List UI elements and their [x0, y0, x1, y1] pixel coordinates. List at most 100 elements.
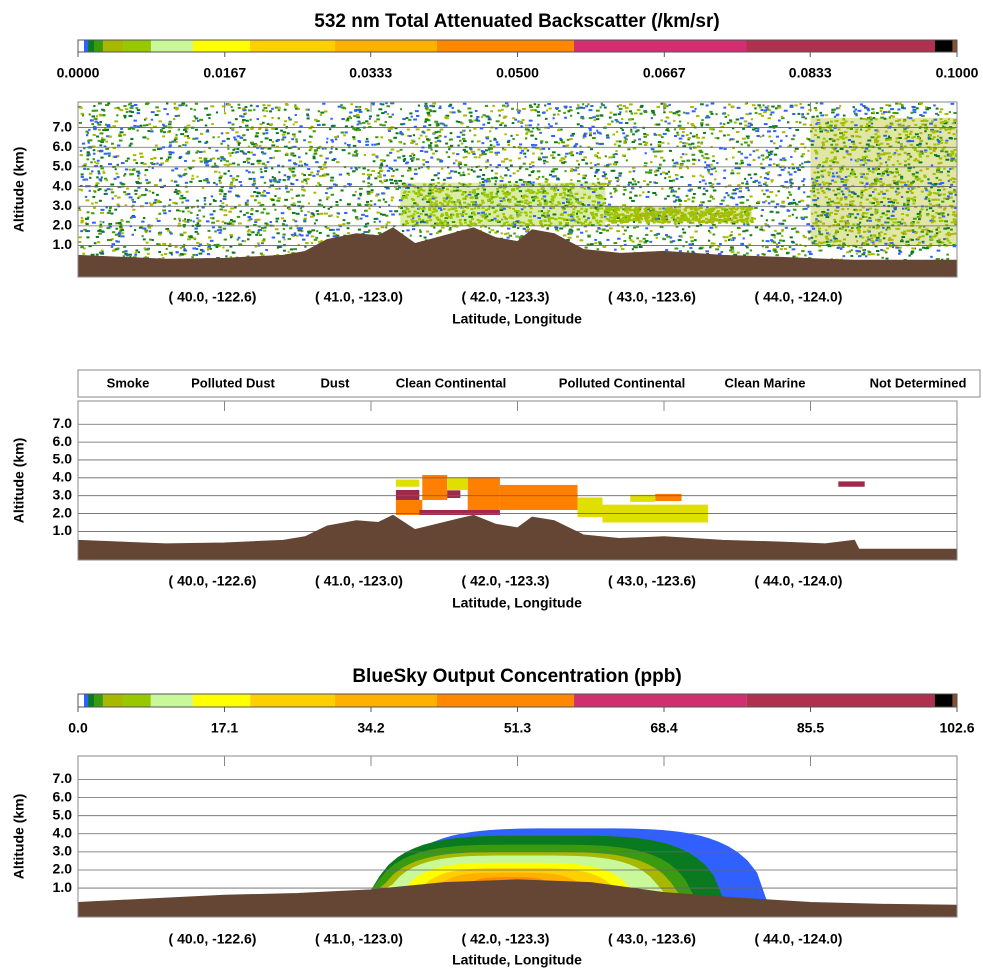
noise-speckle	[123, 134, 126, 136]
noise-speckle	[702, 137, 705, 139]
noise-speckle	[917, 213, 921, 215]
noise-speckle	[275, 181, 279, 183]
noise-speckle	[236, 141, 239, 143]
noise-speckle	[692, 163, 695, 165]
noise-speckle	[359, 123, 362, 125]
noise-speckle	[789, 173, 793, 175]
noise-speckle	[796, 231, 799, 233]
noise-speckle	[192, 120, 195, 122]
noise-speckle	[546, 109, 548, 111]
noise-speckle	[367, 174, 371, 176]
noise-speckle	[954, 138, 956, 140]
noise-speckle	[227, 138, 230, 140]
noise-speckle	[604, 107, 607, 109]
noise-speckle	[836, 172, 838, 174]
noise-speckle	[574, 169, 577, 171]
noise-speckle	[774, 236, 776, 238]
noise-speckle	[82, 143, 85, 145]
noise-speckle	[142, 136, 146, 138]
noise-speckle	[617, 105, 619, 107]
noise-speckle	[615, 150, 617, 152]
noise-speckle	[667, 195, 670, 197]
noise-speckle	[305, 109, 307, 111]
noise-speckle	[507, 169, 509, 171]
noise-speckle	[383, 199, 385, 201]
noise-speckle	[684, 200, 687, 202]
noise-speckle	[201, 206, 204, 208]
noise-speckle	[538, 157, 541, 159]
noise-speckle	[886, 143, 889, 145]
noise-speckle	[949, 197, 952, 199]
noise-speckle	[228, 211, 232, 213]
noise-speckle	[537, 115, 540, 117]
colorbar-segment	[193, 40, 250, 52]
noise-speckle	[529, 163, 531, 165]
noise-speckle	[497, 152, 500, 154]
noise-speckle	[336, 235, 339, 237]
noise-speckle	[79, 236, 82, 238]
noise-speckle	[905, 241, 909, 243]
noise-speckle	[512, 138, 514, 140]
noise-speckle	[555, 123, 558, 125]
noise-speckle	[597, 182, 600, 184]
noise-speckle	[254, 219, 258, 221]
noise-speckle	[91, 123, 94, 125]
colorbar-tick-label: 0.0000	[57, 65, 100, 81]
noise-speckle	[731, 106, 734, 108]
noise-speckle	[916, 107, 919, 109]
noise-speckle	[134, 104, 137, 106]
noise-speckle	[366, 201, 369, 203]
noise-speckle	[260, 204, 264, 206]
noise-speckle	[605, 177, 609, 179]
noise-speckle	[655, 174, 658, 176]
noise-speckle	[214, 163, 216, 165]
noise-speckle	[746, 252, 749, 254]
noise-speckle	[741, 162, 744, 164]
noise-speckle	[531, 171, 534, 173]
noise-speckle	[364, 210, 368, 212]
noise-speckle	[867, 168, 869, 170]
noise-speckle	[385, 121, 387, 123]
noise-speckle	[146, 248, 149, 250]
noise-speckle	[426, 138, 429, 140]
noise-speckle	[587, 243, 590, 245]
noise-speckle	[589, 117, 593, 119]
noise-speckle	[920, 231, 924, 233]
noise-speckle	[594, 164, 596, 166]
noise-speckle	[767, 196, 770, 198]
noise-speckle	[369, 118, 371, 120]
noise-speckle	[277, 197, 280, 199]
noise-speckle	[481, 116, 483, 118]
noise-speckle	[940, 194, 942, 196]
noise-speckle	[120, 182, 122, 184]
colorbar-tick-label: 0.1000	[936, 65, 979, 81]
noise-speckle	[724, 240, 727, 242]
noise-speckle	[694, 239, 697, 241]
noise-speckle	[180, 234, 183, 236]
noise-speckle	[98, 129, 101, 131]
noise-speckle	[924, 247, 927, 249]
noise-speckle	[676, 111, 679, 113]
noise-speckle	[731, 231, 733, 233]
noise-speckle	[938, 217, 941, 219]
noise-speckle	[407, 129, 410, 131]
noise-speckle	[380, 136, 383, 138]
noise-speckle	[292, 212, 296, 214]
noise-speckle	[98, 189, 100, 191]
noise-speckle	[625, 110, 627, 112]
noise-speckle	[435, 131, 438, 133]
noise-speckle	[257, 242, 260, 244]
noise-speckle	[359, 188, 363, 190]
noise-speckle	[378, 108, 382, 110]
noise-speckle	[479, 169, 482, 171]
noise-speckle	[650, 144, 652, 146]
noise-speckle	[779, 239, 782, 241]
noise-speckle	[473, 119, 475, 121]
noise-speckle	[381, 112, 385, 114]
noise-speckle	[105, 206, 107, 208]
noise-speckle	[594, 154, 597, 156]
noise-speckle	[464, 151, 468, 153]
noise-speckle	[275, 128, 278, 130]
noise-speckle	[715, 113, 717, 115]
noise-speckle	[137, 175, 139, 177]
